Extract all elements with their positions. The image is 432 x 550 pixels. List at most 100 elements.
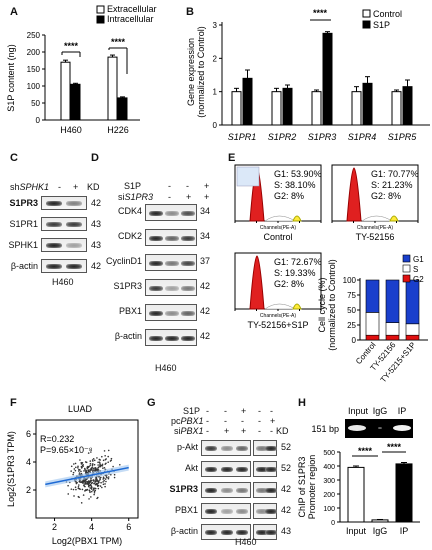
y-axis-label: ChIP of S1PR3 — [297, 457, 307, 518]
scatter-point — [87, 470, 90, 473]
y-tick-label: 6 — [26, 429, 31, 439]
scatter-point — [102, 459, 105, 462]
scatter-point — [82, 480, 84, 483]
blot-band — [205, 488, 217, 493]
gene-label: S1PR3 — [308, 132, 337, 142]
blot-row-label: CDK2 — [117, 231, 142, 241]
blot-band — [256, 530, 268, 535]
category-label: Input — [346, 526, 367, 536]
phase-g1: G1: 72.67% — [274, 257, 322, 267]
y-tick-label: 25 — [347, 321, 356, 330]
condition-sirna: siS1PR3 — [118, 192, 154, 202]
gel-band-input — [348, 425, 366, 431]
scatter-point — [93, 493, 95, 496]
scatter-point — [80, 470, 82, 473]
scatter-point — [84, 482, 87, 484]
sign: + — [224, 426, 230, 436]
blot-strip — [41, 238, 87, 252]
blot-strip — [145, 254, 197, 271]
scatter-point — [78, 484, 80, 486]
blot-row-label: S1PR3 — [113, 281, 142, 291]
scatter-point — [97, 487, 100, 490]
sign: - — [186, 181, 189, 191]
sign: - — [168, 192, 171, 202]
significance-marker: **** — [358, 446, 373, 456]
histogram-title: Control — [263, 232, 292, 242]
legend-extracellular: Extracellular — [107, 4, 157, 14]
scatter-point — [78, 470, 80, 472]
stack-g1 — [385, 279, 400, 323]
blot-band — [265, 488, 277, 493]
g2-peak — [292, 303, 302, 310]
scatter-point — [83, 467, 86, 470]
kd-label: 43 — [91, 219, 102, 229]
scatter-point — [91, 470, 94, 472]
blot-row-label: CDK4 — [117, 206, 142, 216]
phase-s: S: 21.23% — [371, 180, 413, 190]
condition-pcpbx1: pcPBX1 — [171, 416, 204, 426]
scatter-point — [74, 462, 77, 465]
scatter-point — [84, 490, 86, 492]
scatter-point — [97, 461, 99, 464]
scatter-point — [97, 464, 99, 466]
y-tick-label: 200 — [323, 492, 335, 499]
blot-band — [149, 285, 163, 291]
scatter-point — [113, 473, 116, 476]
scatter-point — [104, 478, 107, 480]
legend-swatch-intracellular — [96, 15, 105, 24]
gel-header: Input — [348, 406, 369, 416]
blot-band — [205, 530, 217, 535]
significance-marker: **** — [64, 41, 79, 51]
scatter-point — [81, 462, 83, 464]
y-tick-label: 150 — [27, 65, 41, 74]
blot-strip — [253, 461, 277, 477]
scatter-point — [80, 502, 83, 504]
gel-header: IP — [398, 406, 407, 416]
blot-strip — [41, 217, 87, 231]
panel-a-letter: A — [10, 6, 18, 18]
y-tick-label: 2 — [213, 54, 218, 63]
category-label: IP — [400, 526, 409, 536]
y-tick-label: 75 — [347, 291, 356, 300]
scatter-point — [97, 484, 100, 487]
p-value: P=9.65×10⁻⁸ — [40, 445, 93, 455]
scatter-point — [89, 462, 92, 465]
scatter-point — [95, 468, 98, 471]
blot-band — [236, 446, 248, 451]
scatter-point — [110, 459, 113, 462]
scatter-point — [87, 485, 90, 488]
scatter-point — [85, 470, 88, 472]
sign: - — [258, 426, 261, 436]
panel-d-letter: D — [91, 152, 99, 164]
scatter-point — [96, 457, 98, 459]
blot-band — [221, 530, 233, 535]
sign: - — [206, 416, 209, 426]
scatter-point — [95, 480, 97, 482]
blot-band — [66, 264, 82, 269]
phase-g1: G1: 70.77% — [371, 169, 419, 179]
blot-band — [66, 243, 82, 248]
scatter-point — [100, 476, 102, 479]
scatter-point — [97, 469, 100, 471]
stack-s — [405, 323, 420, 336]
blot-strip — [145, 329, 197, 346]
blot-band — [181, 235, 195, 241]
blot-strip — [41, 196, 87, 210]
blot-strip — [145, 204, 197, 221]
legend-intracellular: Intracellular — [107, 14, 154, 24]
y-tick-label: 400 — [323, 464, 335, 471]
blot-band — [46, 222, 62, 227]
scatter-point — [101, 455, 103, 458]
scatter-point — [82, 494, 85, 496]
y-tick-label: 1 — [213, 88, 218, 97]
blot-band — [181, 335, 195, 341]
scatter-point — [81, 466, 83, 469]
blot-band — [165, 285, 179, 291]
sign: - — [168, 181, 171, 191]
scatter-point — [91, 466, 93, 469]
blot-band — [265, 530, 277, 535]
scatter-point — [72, 473, 74, 476]
scatter-point — [91, 463, 94, 466]
blot-strip — [253, 440, 277, 456]
blot-row-label: p-Akt — [176, 442, 198, 452]
